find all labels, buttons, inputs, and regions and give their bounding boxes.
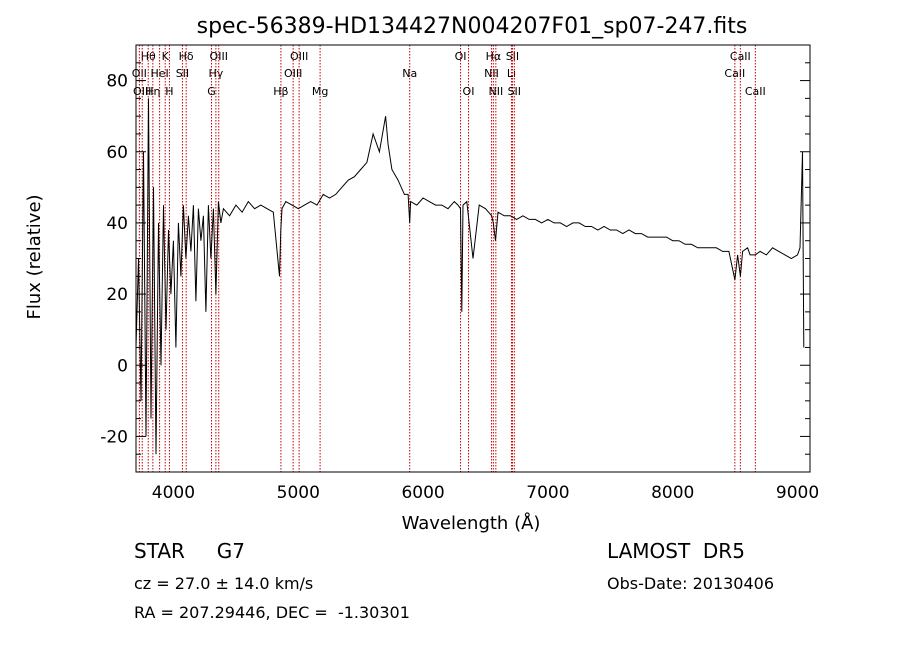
x-axis-label: Wavelength (Å) (402, 512, 541, 534)
y-tick-label: 20 (106, 285, 128, 305)
marker-label: Hβ (273, 85, 288, 98)
y-tick-label: 60 (106, 143, 128, 163)
x-tick-label: 8000 (651, 483, 694, 503)
spectrum-series-line (135, 98, 805, 455)
marker-label: Li (507, 67, 516, 80)
marker-label: SII (506, 50, 519, 63)
marker-label: HeI (150, 67, 168, 80)
y-tick-label: -20 (100, 427, 128, 447)
x-tick-label: 7000 (526, 483, 569, 503)
marker-label: G (207, 85, 216, 98)
observation-date: Obs-Date: 20130406 (607, 574, 775, 593)
marker-label: OIII (133, 85, 151, 98)
marker-label: CaII (730, 50, 751, 63)
marker-label: SII (508, 85, 521, 98)
y-tick-label: 0 (117, 356, 128, 376)
spectral-line-markers: HθOIIOIIIHηHeIKHSIIHδHγGOIIIHβOIIIOIIIMg… (132, 45, 766, 472)
marker-label: CaII (724, 67, 745, 80)
x-tick-label: 9000 (776, 483, 819, 503)
x-axis: 4000 5000 6000 7000 8000 9000 (152, 483, 819, 503)
y-axis-label: Flux (relative) (24, 194, 45, 319)
marker-label: OI (463, 85, 475, 98)
y-tick-label: 40 (106, 214, 128, 234)
object-class: STAR G7 (134, 539, 245, 563)
marker-label: OIII (284, 67, 302, 80)
y-axis: -20 0 20 40 60 80 (100, 44, 810, 473)
coordinates-readout: RA = 207.29446, DEC = -1.30301 (134, 603, 410, 622)
marker-label: Hα (486, 50, 502, 63)
marker-label: Na (402, 67, 417, 80)
marker-label: OI (455, 50, 467, 63)
marker-label: NII (484, 67, 499, 80)
marker-label: Mg (312, 85, 328, 98)
marker-label: OIII (290, 50, 308, 63)
x-tick-label: 5000 (277, 483, 320, 503)
marker-label: K (162, 50, 170, 63)
survey-name: LAMOST DR5 (607, 539, 745, 563)
chart-title: spec-56389-HD134427N004207F01_sp07-247.f… (197, 14, 748, 39)
x-tick-label: 6000 (401, 483, 444, 503)
redshift-readout: cz = 27.0 ± 14.0 km/s (134, 574, 314, 593)
y-tick-label: 80 (106, 72, 128, 92)
marker-label: SII (176, 67, 189, 80)
marker-label: Hη (145, 85, 160, 98)
marker-label: OII (132, 67, 147, 80)
marker-label: Hθ (141, 50, 156, 63)
marker-label: Hγ (208, 67, 223, 80)
marker-label: H (165, 85, 173, 98)
x-tick-label: 4000 (152, 483, 195, 503)
marker-label: OIII (210, 50, 228, 63)
marker-label: CaII (745, 85, 766, 98)
marker-label: Hδ (179, 50, 194, 63)
marker-label: NII (488, 85, 503, 98)
